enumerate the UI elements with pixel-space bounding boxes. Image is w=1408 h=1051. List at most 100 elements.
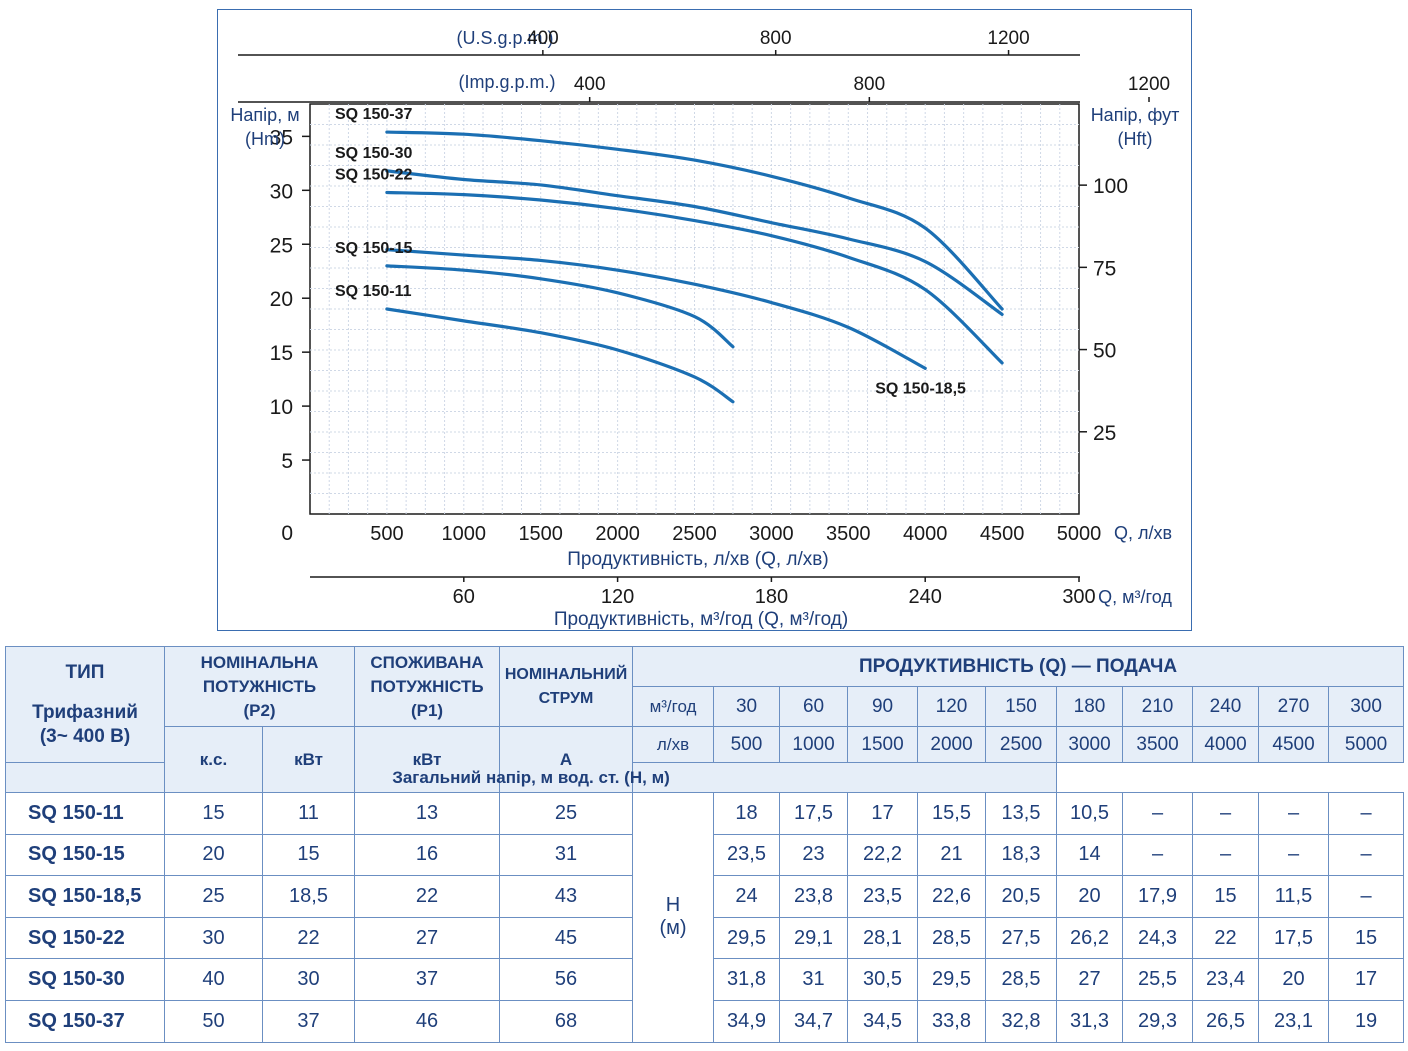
cell-head: 28,5 — [917, 916, 987, 960]
type-sub2: (3~ 400 В) — [39, 725, 131, 747]
cell-head: 15 — [1328, 916, 1405, 960]
cell-head: 34,7 — [779, 999, 849, 1043]
current-header-line2: СТРУМ — [538, 689, 594, 707]
cell-head: 29,5 — [917, 958, 987, 1001]
cell-head: 18 — [713, 792, 781, 835]
y2-tick-label: 100 — [1093, 175, 1128, 198]
cell-hp: 20 — [164, 833, 263, 877]
cell-head: – — [1192, 833, 1260, 877]
impgpm-tick-label: 800 — [853, 74, 885, 95]
cell-hp: 25 — [164, 875, 263, 918]
lmin-value: 5000 — [1328, 726, 1405, 763]
curve-sq-150-22 — [385, 190, 1004, 365]
cell-head: 21 — [917, 833, 987, 877]
cell-head: 31 — [779, 958, 849, 1001]
cell-a: 45 — [499, 916, 634, 960]
m3h-axis-title: Продуктивність, м³/год (Q, м³/год) — [554, 609, 848, 630]
lmin-value: 4500 — [1258, 726, 1330, 763]
cell-kw: 18,5 — [261, 875, 356, 918]
x-axis-title: Продуктивність, л/хв (Q, л/хв) — [567, 549, 828, 570]
table-row: SQ 150-30 40 30 37 56 31,8 31 30,5 29,5 28,5 27 25,… — [5, 958, 1405, 1001]
p2-header-line3: (P2) — [243, 700, 276, 720]
m3h-value: 90 — [847, 686, 919, 727]
cell-head: 15,5 — [917, 792, 987, 835]
h-label: Н — [665, 894, 681, 917]
cell-head: 17 — [1328, 958, 1405, 1001]
cell-p1: 22 — [354, 875, 501, 918]
cell-kw: 30 — [261, 958, 356, 1001]
cell-p1: 46 — [354, 999, 501, 1043]
cell-head: 29,3 — [1122, 999, 1194, 1043]
cell-p1: 27 — [354, 916, 501, 960]
cell-head: – — [1258, 833, 1330, 877]
impgpm-tick-label: 400 — [574, 74, 606, 95]
x-tick-label: 2500 — [672, 523, 717, 545]
cell-hp: 30 — [164, 916, 263, 960]
cell-p1: 13 — [354, 792, 501, 835]
cell-head: 30,5 — [847, 958, 919, 1001]
m3h-tick-label: 120 — [601, 586, 634, 608]
cell-head: 33,8 — [917, 999, 987, 1043]
x-tick-label: 1500 — [518, 523, 563, 545]
cell-a: 25 — [499, 792, 634, 835]
y-tick-label: 35 — [270, 126, 293, 149]
cell-head: 17,5 — [779, 792, 849, 835]
cell-head: 23 — [779, 833, 849, 877]
lmin-value: 3500 — [1122, 726, 1194, 763]
cell-head: 11,5 — [1258, 875, 1330, 918]
cell-head: 29,5 — [713, 916, 781, 960]
cell-head: 17 — [847, 792, 919, 835]
cell-kw: 15 — [261, 833, 356, 877]
curve-sq-150-11 — [385, 307, 735, 404]
cell-head: 25,5 — [1122, 958, 1194, 1001]
lmin-value: 500 — [713, 726, 781, 763]
head-caption: Загальний напір, м вод. ст. (Н, м) — [4, 762, 1058, 793]
y-tick-label: 15 — [270, 342, 293, 365]
usgpm-label: (U.S.g.p.m.) — [456, 28, 553, 48]
cell-head: 17,9 — [1122, 875, 1194, 918]
curve-sq-150-30 — [385, 169, 1004, 316]
cell-head: – — [1192, 792, 1260, 835]
cell-head: 20 — [1056, 875, 1124, 918]
cell-head: 19 — [1328, 999, 1405, 1043]
performance-table: ТИП Трифазний (3~ 400 В) НОМІНАЛЬНА ПОТУ… — [4, 646, 1405, 1043]
p2-header-cell: НОМІНАЛЬНА ПОТУЖНІСТЬ (P2) — [163, 646, 356, 727]
m3h-value: 300 — [1328, 686, 1405, 727]
p1-header-line2: ПОТУЖНІСТЬ — [370, 676, 484, 696]
cell-head: 13,5 — [985, 792, 1058, 835]
cell-type: SQ 150-37 — [5, 999, 165, 1043]
cell-head: – — [1122, 792, 1194, 835]
m3h-tick-label: 60 — [453, 586, 475, 608]
p2-header-line2: ПОТУЖНІСТЬ — [202, 676, 317, 696]
cell-head: 31,3 — [1056, 999, 1124, 1043]
m3h-value: 30 — [713, 686, 781, 727]
type-header-cell: ТИП Трифазний (3~ 400 В) — [5, 646, 165, 763]
m3h-value: 60 — [779, 686, 849, 727]
lmin-value: 1000 — [779, 726, 849, 763]
grid — [310, 104, 1079, 514]
cell-a: 56 — [499, 958, 634, 1001]
cell-type: SQ 150-30 — [5, 958, 165, 1001]
y2-tick-label: 75 — [1093, 257, 1116, 280]
cell-head: – — [1328, 875, 1405, 918]
curve-label: SQ 150-37 — [335, 106, 412, 123]
cell-head: 20 — [1258, 958, 1330, 1001]
cell-head: 15 — [1192, 875, 1260, 918]
m3h-value: 150 — [985, 686, 1058, 727]
m3h-value: 270 — [1258, 686, 1330, 727]
y-tick-label: 10 — [270, 396, 293, 419]
cell-head: 23,4 — [1192, 958, 1260, 1001]
cell-head: 14 — [1056, 833, 1124, 877]
cell-a: 68 — [499, 999, 634, 1043]
curve-sq-150-15 — [385, 264, 735, 349]
cell-head: 20,5 — [985, 875, 1058, 918]
y2-axis-title-line1: Напір, фут — [1091, 105, 1180, 125]
type-sub1: Трифазний — [32, 701, 138, 723]
curve-sq-150-18-5 — [385, 248, 927, 370]
cell-head: 29,1 — [779, 916, 849, 960]
current-header-line1: НОМІНАЛЬНИЙ — [504, 665, 628, 683]
cell-kw: 11 — [261, 792, 356, 835]
cell-head: – — [1258, 792, 1330, 835]
cell-head: 28,1 — [847, 916, 919, 960]
cell-hp: 15 — [164, 792, 263, 835]
